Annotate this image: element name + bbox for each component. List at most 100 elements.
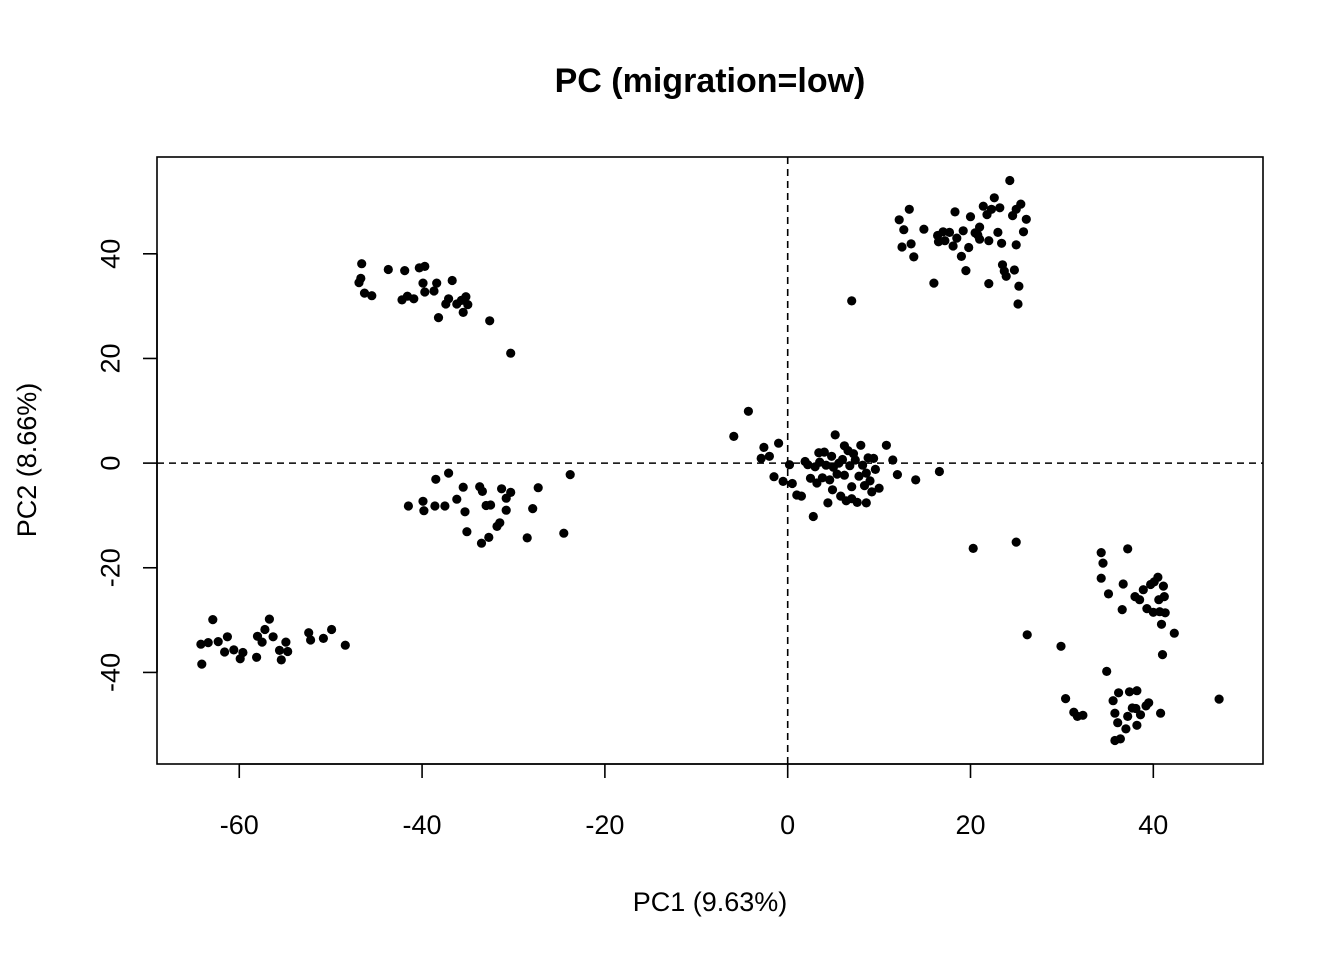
data-point	[997, 238, 1007, 248]
data-point	[861, 498, 871, 508]
data-point	[827, 451, 837, 461]
data-point	[1135, 595, 1145, 605]
data-point	[784, 460, 795, 470]
data-point	[821, 460, 831, 470]
data-point	[909, 252, 919, 262]
x-axis-label: PC1 (9.63%)	[633, 887, 788, 917]
data-point	[867, 487, 877, 497]
data-point	[1132, 686, 1142, 696]
data-point	[856, 440, 866, 450]
data-point	[444, 294, 454, 304]
data-point	[252, 652, 262, 662]
data-point	[565, 470, 575, 480]
data-point	[854, 471, 864, 481]
data-point	[484, 532, 494, 543]
y-tick-label: 40	[95, 239, 125, 269]
data-point	[304, 628, 314, 638]
data-point	[743, 406, 754, 416]
data-point	[874, 483, 884, 493]
y-tick-label: 0	[95, 456, 125, 471]
data-point	[403, 501, 413, 511]
data-point	[327, 624, 337, 635]
data-point	[440, 501, 450, 511]
data-point	[203, 638, 213, 648]
data-point	[1153, 572, 1163, 582]
data-point	[870, 464, 881, 474]
data-point	[839, 470, 850, 480]
data-point	[306, 635, 316, 645]
data-point	[803, 460, 813, 470]
data-point	[1132, 720, 1142, 730]
data-point	[1005, 175, 1015, 186]
data-point	[993, 227, 1003, 237]
data-point	[769, 472, 779, 482]
data-point	[796, 491, 807, 501]
data-point	[919, 224, 929, 234]
data-point	[213, 637, 223, 647]
data-point	[858, 460, 868, 470]
data-point	[1018, 227, 1029, 237]
x-tick-label: -60	[220, 810, 259, 840]
data-point	[1144, 698, 1154, 708]
data-point	[222, 632, 232, 642]
data-point	[367, 291, 377, 301]
data-point	[1138, 585, 1148, 595]
data-point	[817, 473, 828, 483]
data-point	[894, 215, 904, 225]
data-point	[430, 501, 440, 511]
data-point	[354, 278, 364, 288]
data-point	[832, 469, 842, 479]
data-point	[268, 632, 278, 642]
data-point	[462, 527, 472, 537]
data-point	[559, 528, 569, 538]
data-point	[759, 442, 769, 452]
data-point	[847, 494, 857, 504]
data-point	[944, 227, 955, 237]
data-point	[397, 295, 407, 305]
data-point	[1159, 592, 1169, 602]
data-point	[764, 451, 775, 461]
data-point	[1113, 718, 1123, 728]
data-point	[281, 637, 291, 647]
data-point	[825, 475, 835, 485]
data-point	[497, 484, 507, 494]
data-point	[1001, 271, 1011, 281]
data-point	[950, 207, 960, 217]
x-tick-label: 20	[955, 810, 985, 840]
data-point	[995, 203, 1005, 213]
data-point	[861, 468, 871, 478]
data-point	[948, 241, 958, 251]
data-point	[973, 230, 983, 240]
data-point	[274, 645, 285, 656]
x-tick-label: -20	[585, 810, 624, 840]
chart-title: PC (migration=low)	[555, 62, 866, 100]
data-point	[814, 448, 824, 458]
data-point	[486, 500, 496, 510]
data-point	[958, 226, 968, 236]
data-point	[359, 288, 370, 298]
data-point	[830, 430, 840, 440]
reference-lines	[157, 157, 1263, 764]
data-point	[892, 470, 903, 480]
data-point	[477, 486, 487, 496]
data-point	[1011, 537, 1021, 547]
data-point	[964, 242, 974, 253]
data-point	[1011, 240, 1021, 250]
data-point	[433, 313, 444, 323]
data-point	[357, 259, 367, 269]
data-point	[528, 504, 538, 514]
data-point	[906, 239, 916, 249]
data-point	[823, 498, 833, 508]
y-tick-label: -20	[95, 548, 125, 587]
data-point	[1022, 630, 1032, 640]
data-point	[533, 483, 543, 493]
data-point	[522, 533, 532, 543]
data-point	[229, 645, 239, 655]
data-point	[965, 212, 976, 222]
data-point	[805, 473, 816, 483]
data-point	[888, 455, 898, 465]
data-point	[778, 476, 788, 486]
data-point	[1115, 734, 1125, 744]
data-point	[432, 278, 442, 288]
